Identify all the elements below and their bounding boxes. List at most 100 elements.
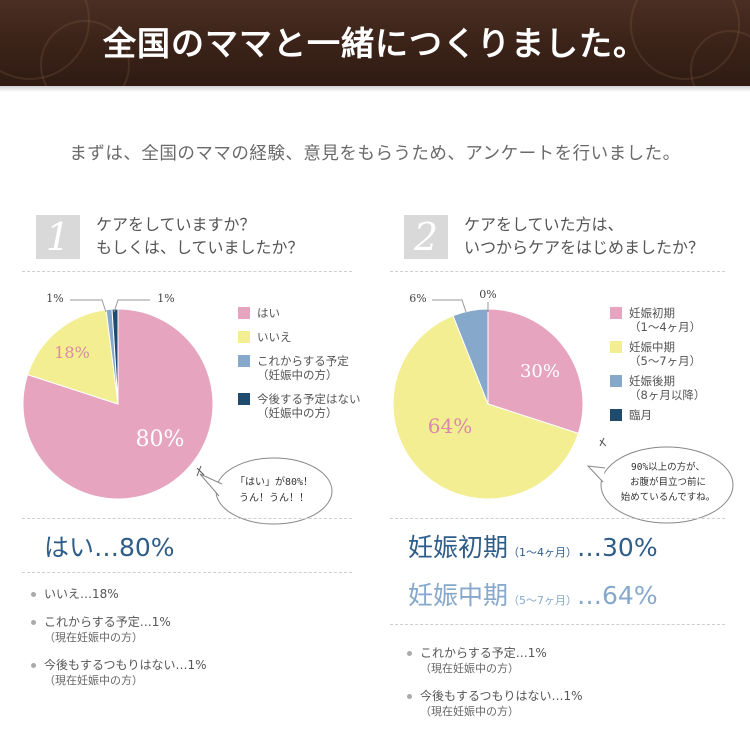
legend-swatch (610, 307, 622, 319)
pie-slice-2 (392, 315, 579, 500)
bullet-text: 今後もするつもりはない…1% (44, 658, 207, 672)
divider (390, 518, 725, 519)
legend-item-planned: これからする予定 （妊娠中の方） (238, 354, 361, 382)
bullet-note: （現在妊娠中の方） (420, 662, 519, 675)
legend-item-early: 妊娠初期 （1〜4ヶ月） (610, 306, 705, 334)
bullet-item: いいえ…18% (28, 587, 207, 602)
divider (22, 271, 352, 272)
bullet-item: 今後もするつもりはない…1% （現在妊娠中の方） (404, 689, 583, 719)
leader-line (113, 299, 150, 313)
q2-bullets: これからする予定…1% （現在妊娠中の方） 今後もするつもりはない…1% （現在… (404, 646, 583, 732)
arrow-mark (599, 437, 607, 447)
pie-label-1: 80% (136, 427, 185, 452)
question-line-2: もしくは、していましたか？ (96, 238, 304, 257)
legend-swatch (610, 409, 622, 421)
bullet-note: （現在妊娠中の方） (420, 705, 519, 718)
summary-label: 妊娠初期 (408, 533, 509, 562)
legend-item-yes: はい (238, 306, 361, 320)
summary-value: …64% (577, 581, 658, 610)
question-line-1: ケアをしていますか？ (96, 215, 256, 234)
legend-swatch (610, 341, 622, 353)
bullet-text: これからする予定…1% (420, 646, 547, 660)
legend-item-late: 妊娠後期 （8ヶ月以降） (610, 374, 705, 402)
speech-bubble-tail (199, 473, 223, 497)
bullet-note: （現在妊娠中の方） (44, 674, 143, 687)
summary-early: 妊娠初期（1〜4ヶ月）…30% (408, 528, 658, 564)
bullet-text: いいえ…18% (44, 587, 119, 601)
legend-swatch (238, 355, 250, 367)
question-number: 2 (404, 215, 448, 259)
legend-swatch (238, 393, 250, 405)
bubble-line: お腹が目立つ前に (629, 477, 706, 488)
summary-value: はい…80% (44, 533, 175, 562)
summary-yes: はい…80% (44, 528, 175, 564)
summary-range: （5〜7ヶ月） (508, 594, 578, 607)
legend-label: 今後する予定はない (257, 392, 361, 406)
arrow-mark (196, 465, 205, 477)
bubble-line: 「はい」が80%！ (234, 477, 314, 488)
summary-label: 妊娠中期 (408, 581, 509, 610)
legend-label: 妊娠初期 (629, 306, 675, 320)
legend-label: 妊娠後期 (629, 374, 675, 388)
bubble-line: 90%以上の方が、 (631, 462, 705, 473)
speech-bubble-1-text: 「はい」が80%！ うん！うん！！ (222, 475, 326, 507)
legend-sublabel: （妊娠中の方） (257, 368, 338, 382)
bullet-item: 今後もするつもりはない…1% （現在妊娠中の方） (28, 658, 207, 688)
pie-label-3: 1% (46, 292, 63, 305)
speech-bubble-2-text: 90%以上の方が、 お腹が目立つ前に 始めているんですね。 (606, 460, 730, 505)
legend-sublabel: （1〜4ヶ月） (629, 320, 702, 334)
divider (22, 518, 352, 519)
bubble-line: 始めているんですね。 (620, 492, 716, 503)
legend-sublabel: （8ヶ月以降） (629, 388, 706, 402)
legend-label: これからする予定 (257, 354, 349, 368)
header-banner: 全国のママと一緒につくりました。 (0, 0, 750, 86)
bullet-text: 今後もするつもりはない…1% (420, 689, 583, 703)
speech-bubble-tail (586, 465, 606, 483)
legend-swatch (610, 375, 622, 387)
pie-slice-3 (105, 308, 119, 405)
pie-slice-1 (22, 308, 214, 500)
pie-label-4: 1% (157, 292, 174, 305)
bullet-note: （現在妊娠中の方） (44, 631, 143, 644)
legend-item-no: いいえ (238, 330, 361, 344)
pie-label-3: 6% (409, 292, 426, 305)
question-line-2: いつからケアをはじめましたか？ (464, 238, 705, 257)
leader-line (432, 299, 467, 313)
intro-text: まずは、全国のママの経験、意見をもらうため、アンケートを行いました。 (69, 144, 681, 164)
bullet-item: これからする予定…1% （現在妊娠中の方） (404, 646, 583, 676)
legend-swatch (238, 331, 250, 343)
banner-ornament (690, 30, 750, 86)
legend-item-not-planned: 今後する予定はない （妊娠中の方） (238, 392, 361, 420)
bullet-item: これからする予定…1% （現在妊娠中の方） (28, 615, 207, 645)
divider (390, 624, 725, 625)
page-title: 全国のママと一緒につくりました。 (103, 24, 647, 63)
legend-label: 妊娠中期 (629, 340, 675, 354)
pie-slice-1 (487, 308, 584, 434)
pie-chart-2: 30% 64% 6% 0% (392, 288, 584, 500)
pie-label-4: 0% (479, 288, 496, 301)
legend-label: はい (257, 306, 280, 320)
legend-sublabel: （5〜7ヶ月） (629, 354, 702, 368)
banner-shadow (0, 86, 750, 92)
leader-line (70, 299, 107, 313)
legend-item-mid: 妊娠中期 （5〜7ヶ月） (610, 340, 705, 368)
question-number: 1 (36, 215, 80, 259)
summary-range: （1〜4ヶ月） (508, 546, 578, 559)
summary-mid: 妊娠中期（5〜7ヶ月）…64% (408, 576, 658, 612)
pie-slice-3 (452, 308, 489, 405)
pie-label-2: 64% (428, 414, 472, 438)
pie-slice-2 (27, 309, 119, 405)
pie-label-1: 30% (520, 361, 560, 382)
q1-bullets: いいえ…18% これからする予定…1% （現在妊娠中の方） 今後もするつもりはな… (28, 587, 207, 701)
bubble-line: うん！うん！！ (239, 493, 309, 504)
question-line-1: ケアをしていた方は、 (464, 215, 624, 234)
legend-2: 妊娠初期 （1〜4ヶ月） 妊娠中期 （5〜7ヶ月） 妊娠後期 （8ヶ月以降） 臨… (610, 306, 705, 432)
divider (22, 572, 352, 573)
pie-slice-4 (111, 308, 119, 405)
divider (390, 271, 725, 272)
legend-1: はい いいえ これからする予定 （妊娠中の方） 今後する予定はない （妊娠中の方… (238, 306, 361, 430)
summary-value: …30% (577, 533, 658, 562)
legend-item-final-month: 臨月 (610, 408, 705, 422)
pie-chart-1: 80% 18% 1% 1% (22, 292, 214, 500)
question-text: ケアをしていた方は、 いつからケアをはじめましたか？ (464, 213, 704, 259)
